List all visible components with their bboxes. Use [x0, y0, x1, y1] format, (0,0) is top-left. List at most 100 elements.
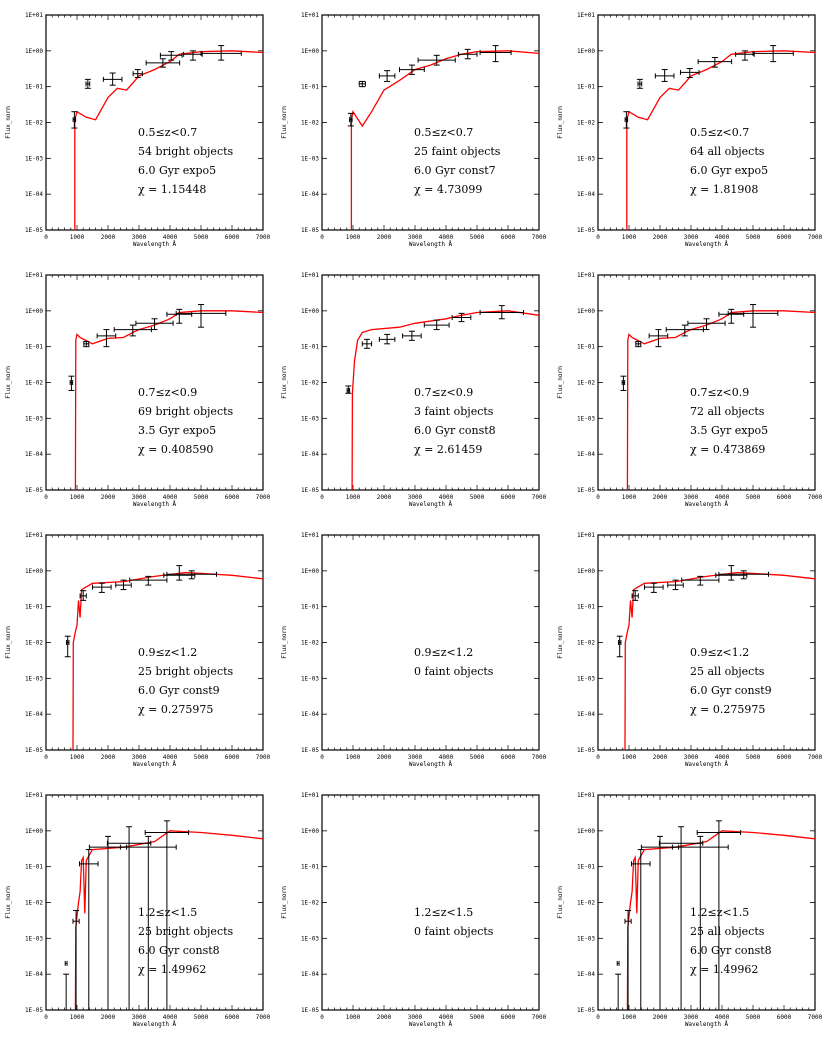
model-spectrum-line [624, 571, 816, 751]
panel-annotation: 25 faint objects [414, 145, 501, 158]
y-axis-label: Flux_norm [557, 626, 564, 659]
panel-annotation: χ = 1.49962 [690, 963, 758, 976]
panel-annotation: χ = 0.275975 [138, 703, 213, 716]
y-tick-label: 1E+00 [25, 828, 43, 835]
y-axis-label: Flux_norm [281, 366, 288, 399]
y-tick-label: 1E-02 [301, 640, 319, 647]
data-point [159, 51, 183, 61]
panel-annotation: 0.5≤z<0.7 [414, 126, 473, 139]
x-tick-label: 5000 [194, 234, 209, 241]
sed-panel: 0 1000 2000 3000 4000 5000 6000 7000 1E+01 1E+00 1… [281, 12, 547, 248]
y-tick-label: 1E-03 [25, 415, 43, 422]
x-axis-label: Wavelength Å [409, 241, 453, 248]
panel-annotation: 1.2≤z<1.5 [690, 906, 749, 919]
panel-annotation: 54 bright objects [138, 145, 234, 158]
y-tick-label: 1E-01 [301, 84, 319, 91]
panel-annotation: χ = 0.408590 [138, 443, 213, 456]
data-point [623, 111, 630, 129]
y-tick-label: 1E-02 [577, 380, 595, 387]
x-tick-label: 4000 [715, 1014, 730, 1021]
y-axis-label: Flux_norm [5, 626, 12, 659]
x-tick-label: 7000 [256, 1014, 271, 1021]
y-tick-label: 1E-02 [25, 900, 43, 907]
data-point [718, 570, 769, 580]
y-tick-label: 1E-04 [25, 451, 43, 458]
x-tick-label: 6000 [501, 494, 516, 501]
x-tick-label: 5000 [746, 494, 761, 501]
y-tick-label: 1E-05 [301, 487, 319, 494]
data-point [658, 826, 704, 1011]
x-tick-label: 0 [44, 754, 48, 761]
panel-annotation: 0.9≤z<1.2 [690, 646, 749, 659]
data-point [144, 820, 190, 1011]
y-tick-label: 1E-02 [301, 900, 319, 907]
x-tick-label: 7000 [808, 1014, 823, 1021]
model-spectrum-line [72, 571, 264, 751]
x-tick-label: 6000 [225, 494, 240, 501]
x-tick-label: 3000 [684, 1014, 699, 1021]
x-tick-label: 7000 [256, 234, 271, 241]
data-point [378, 333, 396, 345]
x-tick-label: 1000 [70, 1014, 85, 1021]
data-point [479, 45, 512, 63]
x-tick-label: 7000 [256, 494, 271, 501]
x-tick-label: 4000 [439, 494, 454, 501]
data-point [78, 849, 99, 1011]
x-axis-label: Wavelength Å [409, 501, 453, 508]
data-point [687, 318, 726, 331]
data-point [88, 835, 128, 1011]
data-point [347, 112, 354, 127]
y-tick-label: 1E-05 [301, 1007, 319, 1014]
y-tick-label: 1E-04 [301, 971, 319, 978]
x-tick-label: 4000 [163, 494, 178, 501]
y-tick-label: 1E+01 [577, 792, 595, 799]
y-tick-label: 1E-01 [25, 344, 43, 351]
data-point [697, 57, 733, 68]
sed-panel: 0 1000 2000 3000 4000 5000 6000 7000 1E+01 1E+00 1… [281, 272, 547, 508]
y-tick-label: 1E-01 [577, 84, 595, 91]
x-tick-label: 3000 [408, 754, 423, 761]
panel-annotation: 25 all objects [690, 925, 765, 938]
data-point [145, 58, 181, 68]
x-tick-label: 3000 [684, 494, 699, 501]
x-tick-label: 6000 [777, 754, 792, 761]
y-tick-label: 1E-02 [301, 120, 319, 127]
y-tick-label: 1E+01 [25, 792, 43, 799]
x-tick-label: 6000 [225, 234, 240, 241]
data-point [102, 72, 123, 86]
panel-annotation: 0.7≤z<0.9 [138, 386, 197, 399]
data-point [718, 308, 745, 324]
x-tick-label: 4000 [163, 234, 178, 241]
data-point [166, 308, 193, 324]
y-tick-label: 1E-03 [301, 935, 319, 942]
sed-panel: 0 1000 2000 3000 4000 5000 6000 7000 1E+01 1E+00 1… [557, 12, 823, 248]
data-point [71, 111, 78, 129]
x-tick-label: 5000 [470, 494, 485, 501]
y-tick-label: 1E-04 [301, 711, 319, 718]
x-tick-label: 0 [44, 1014, 48, 1021]
y-tick-label: 1E-03 [25, 935, 43, 942]
x-tick-label: 1000 [622, 754, 637, 761]
model-spectrum-line [626, 50, 816, 230]
panel-annotation: χ = 2.61459 [414, 443, 482, 456]
y-tick-label: 1E-03 [577, 935, 595, 942]
model-spectrum-line [74, 830, 264, 1011]
plot-frame [321, 274, 540, 491]
x-tick-label: 4000 [715, 494, 730, 501]
data-point [681, 575, 720, 586]
model-spectrum-line [74, 50, 264, 230]
x-tick-label: 0 [44, 234, 48, 241]
y-tick-label: 1E-04 [301, 451, 319, 458]
y-tick-label: 1E-03 [577, 155, 595, 162]
x-tick-label: 5000 [194, 494, 209, 501]
panel-annotation: 72 all objects [690, 405, 765, 418]
panel-annotation: 1.2≤z<1.5 [138, 906, 197, 919]
panel-annotation: 0 faint objects [414, 925, 494, 938]
y-tick-label: 1E-04 [25, 711, 43, 718]
data-point [640, 835, 680, 1011]
data-point [715, 565, 748, 581]
x-tick-label: 2000 [377, 234, 392, 241]
y-axis-label: Flux_norm [5, 366, 12, 399]
data-point [129, 575, 168, 586]
panel-annotation: 0.5≤z<0.7 [138, 126, 197, 139]
